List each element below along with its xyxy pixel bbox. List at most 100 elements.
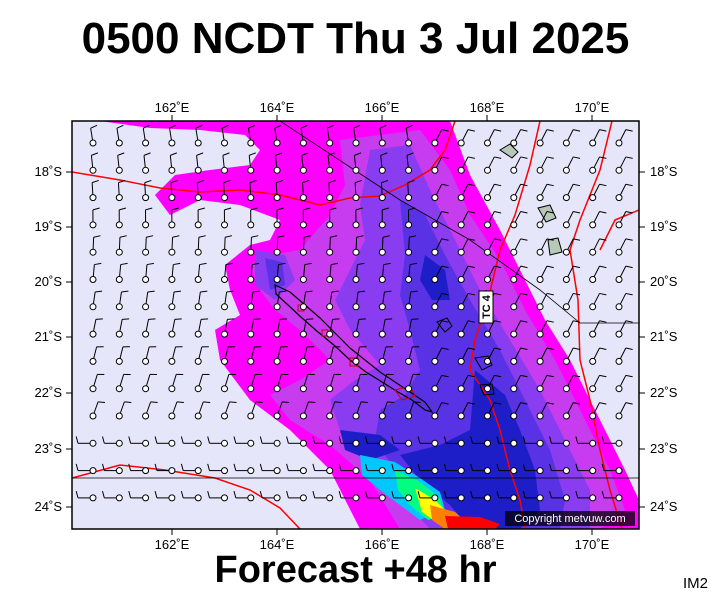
wind-station — [142, 439, 150, 447]
wind-barb-feather — [98, 401, 106, 403]
wind-station — [273, 194, 281, 202]
wind-station — [89, 357, 97, 365]
wind-station — [510, 412, 518, 420]
wind-station — [299, 412, 307, 420]
wind-station — [299, 385, 307, 393]
wind-barb-feather — [195, 124, 203, 129]
wind-barb-feather — [75, 463, 79, 471]
wind-barb-feather — [494, 238, 502, 241]
wind-barb-feather — [546, 374, 554, 378]
chart-title: 0500 NCDT Thu 3 Jul 2025 — [81, 14, 630, 63]
wind-station — [168, 303, 176, 311]
wind-station — [536, 385, 544, 393]
wind-station — [115, 221, 123, 229]
tc-label: TC 4 — [478, 290, 494, 324]
wind-station — [221, 494, 228, 502]
wind-barb-feather — [116, 124, 124, 129]
wind-station — [247, 166, 255, 174]
wind-station — [273, 385, 281, 393]
wind-barb-feather — [625, 374, 633, 378]
wind-barb-feather — [546, 402, 554, 405]
wind-station — [299, 221, 307, 229]
wind-station — [247, 357, 255, 365]
wind-barb-feather — [328, 179, 336, 184]
wind-station — [168, 467, 176, 475]
wind-barb-feather — [496, 463, 500, 471]
wind-station — [299, 248, 307, 256]
wind-barb-feather — [441, 183, 449, 187]
wind-barb-feather — [441, 374, 449, 378]
wind-station — [536, 303, 544, 311]
wind-station — [89, 467, 97, 475]
wind-station — [247, 330, 255, 338]
wind-station — [615, 194, 623, 202]
wind-barb-feather — [124, 401, 132, 403]
lon-label-top: 166˚E — [365, 100, 400, 115]
wind-barb-feather — [599, 347, 607, 350]
wind-station — [299, 439, 307, 447]
wind-barb-feather — [278, 262, 286, 266]
wind-barb-feather — [625, 183, 633, 187]
wind-barb-feather — [520, 320, 528, 323]
wind-barb-feather — [625, 265, 633, 269]
wind-barb-feather — [441, 265, 449, 269]
lat-label-right: 22˚S — [650, 385, 678, 400]
wind-station — [510, 166, 518, 174]
wind-station — [562, 139, 570, 147]
wind-barb-feather — [358, 290, 366, 293]
rain-area-red — [445, 516, 500, 529]
wind-station — [562, 221, 570, 229]
wind-station — [142, 385, 150, 393]
wind-station — [194, 303, 202, 311]
wind-barb-feather — [223, 179, 231, 184]
lon-label-bottom: 162˚E — [155, 537, 190, 552]
wind-station — [142, 139, 150, 147]
wind-barb-feather — [443, 436, 447, 444]
wind-station — [378, 330, 386, 338]
wind-barb-feather — [549, 463, 552, 471]
wind-barb-feather — [441, 129, 449, 132]
wind-barb-feather — [494, 265, 502, 269]
wind-barb-feather — [383, 262, 391, 266]
coastline-new-caledonia — [274, 284, 434, 414]
wind-station — [431, 166, 439, 174]
wind-station — [299, 357, 307, 365]
lon-label-bottom: 164˚E — [260, 537, 295, 552]
wind-station — [194, 221, 202, 229]
wind-barb-feather — [308, 401, 316, 403]
wind-barb-feather — [494, 211, 502, 214]
wind-barb-feather — [145, 207, 153, 211]
wind-station — [326, 139, 334, 147]
wind-station — [484, 248, 491, 256]
lat-label-left: 24˚S — [35, 499, 63, 514]
wind-station — [378, 194, 386, 202]
wind-station — [431, 221, 439, 229]
wind-station — [510, 467, 518, 475]
lat-label-right: 21˚S — [650, 329, 678, 344]
coastline-loyalty-islands — [436, 317, 495, 396]
wind-barb-feather — [286, 436, 289, 444]
wind-station — [89, 330, 97, 338]
wind-barb-feather — [120, 262, 128, 266]
wind-station — [89, 139, 97, 147]
wind-station — [431, 248, 439, 256]
wind-barb-feather — [441, 292, 449, 296]
wind-barb-feather — [546, 183, 554, 187]
wind-barb-feather — [573, 238, 581, 241]
wind-station — [247, 467, 255, 475]
wind-station — [168, 330, 176, 338]
wind-station — [484, 439, 491, 447]
wind-station — [194, 385, 202, 393]
wind-station — [221, 357, 228, 365]
wind-station — [299, 303, 307, 311]
wind-barb-feather — [303, 235, 311, 238]
wind-station — [484, 412, 491, 420]
wind-barb-feather — [573, 292, 581, 296]
wind-barb-feather — [173, 262, 181, 266]
wind-station — [326, 467, 334, 475]
wind-station — [457, 221, 465, 229]
wind-barb-feather — [573, 211, 581, 214]
wind-station — [378, 494, 386, 502]
map-frame — [71, 120, 640, 530]
wind-station — [405, 330, 413, 338]
